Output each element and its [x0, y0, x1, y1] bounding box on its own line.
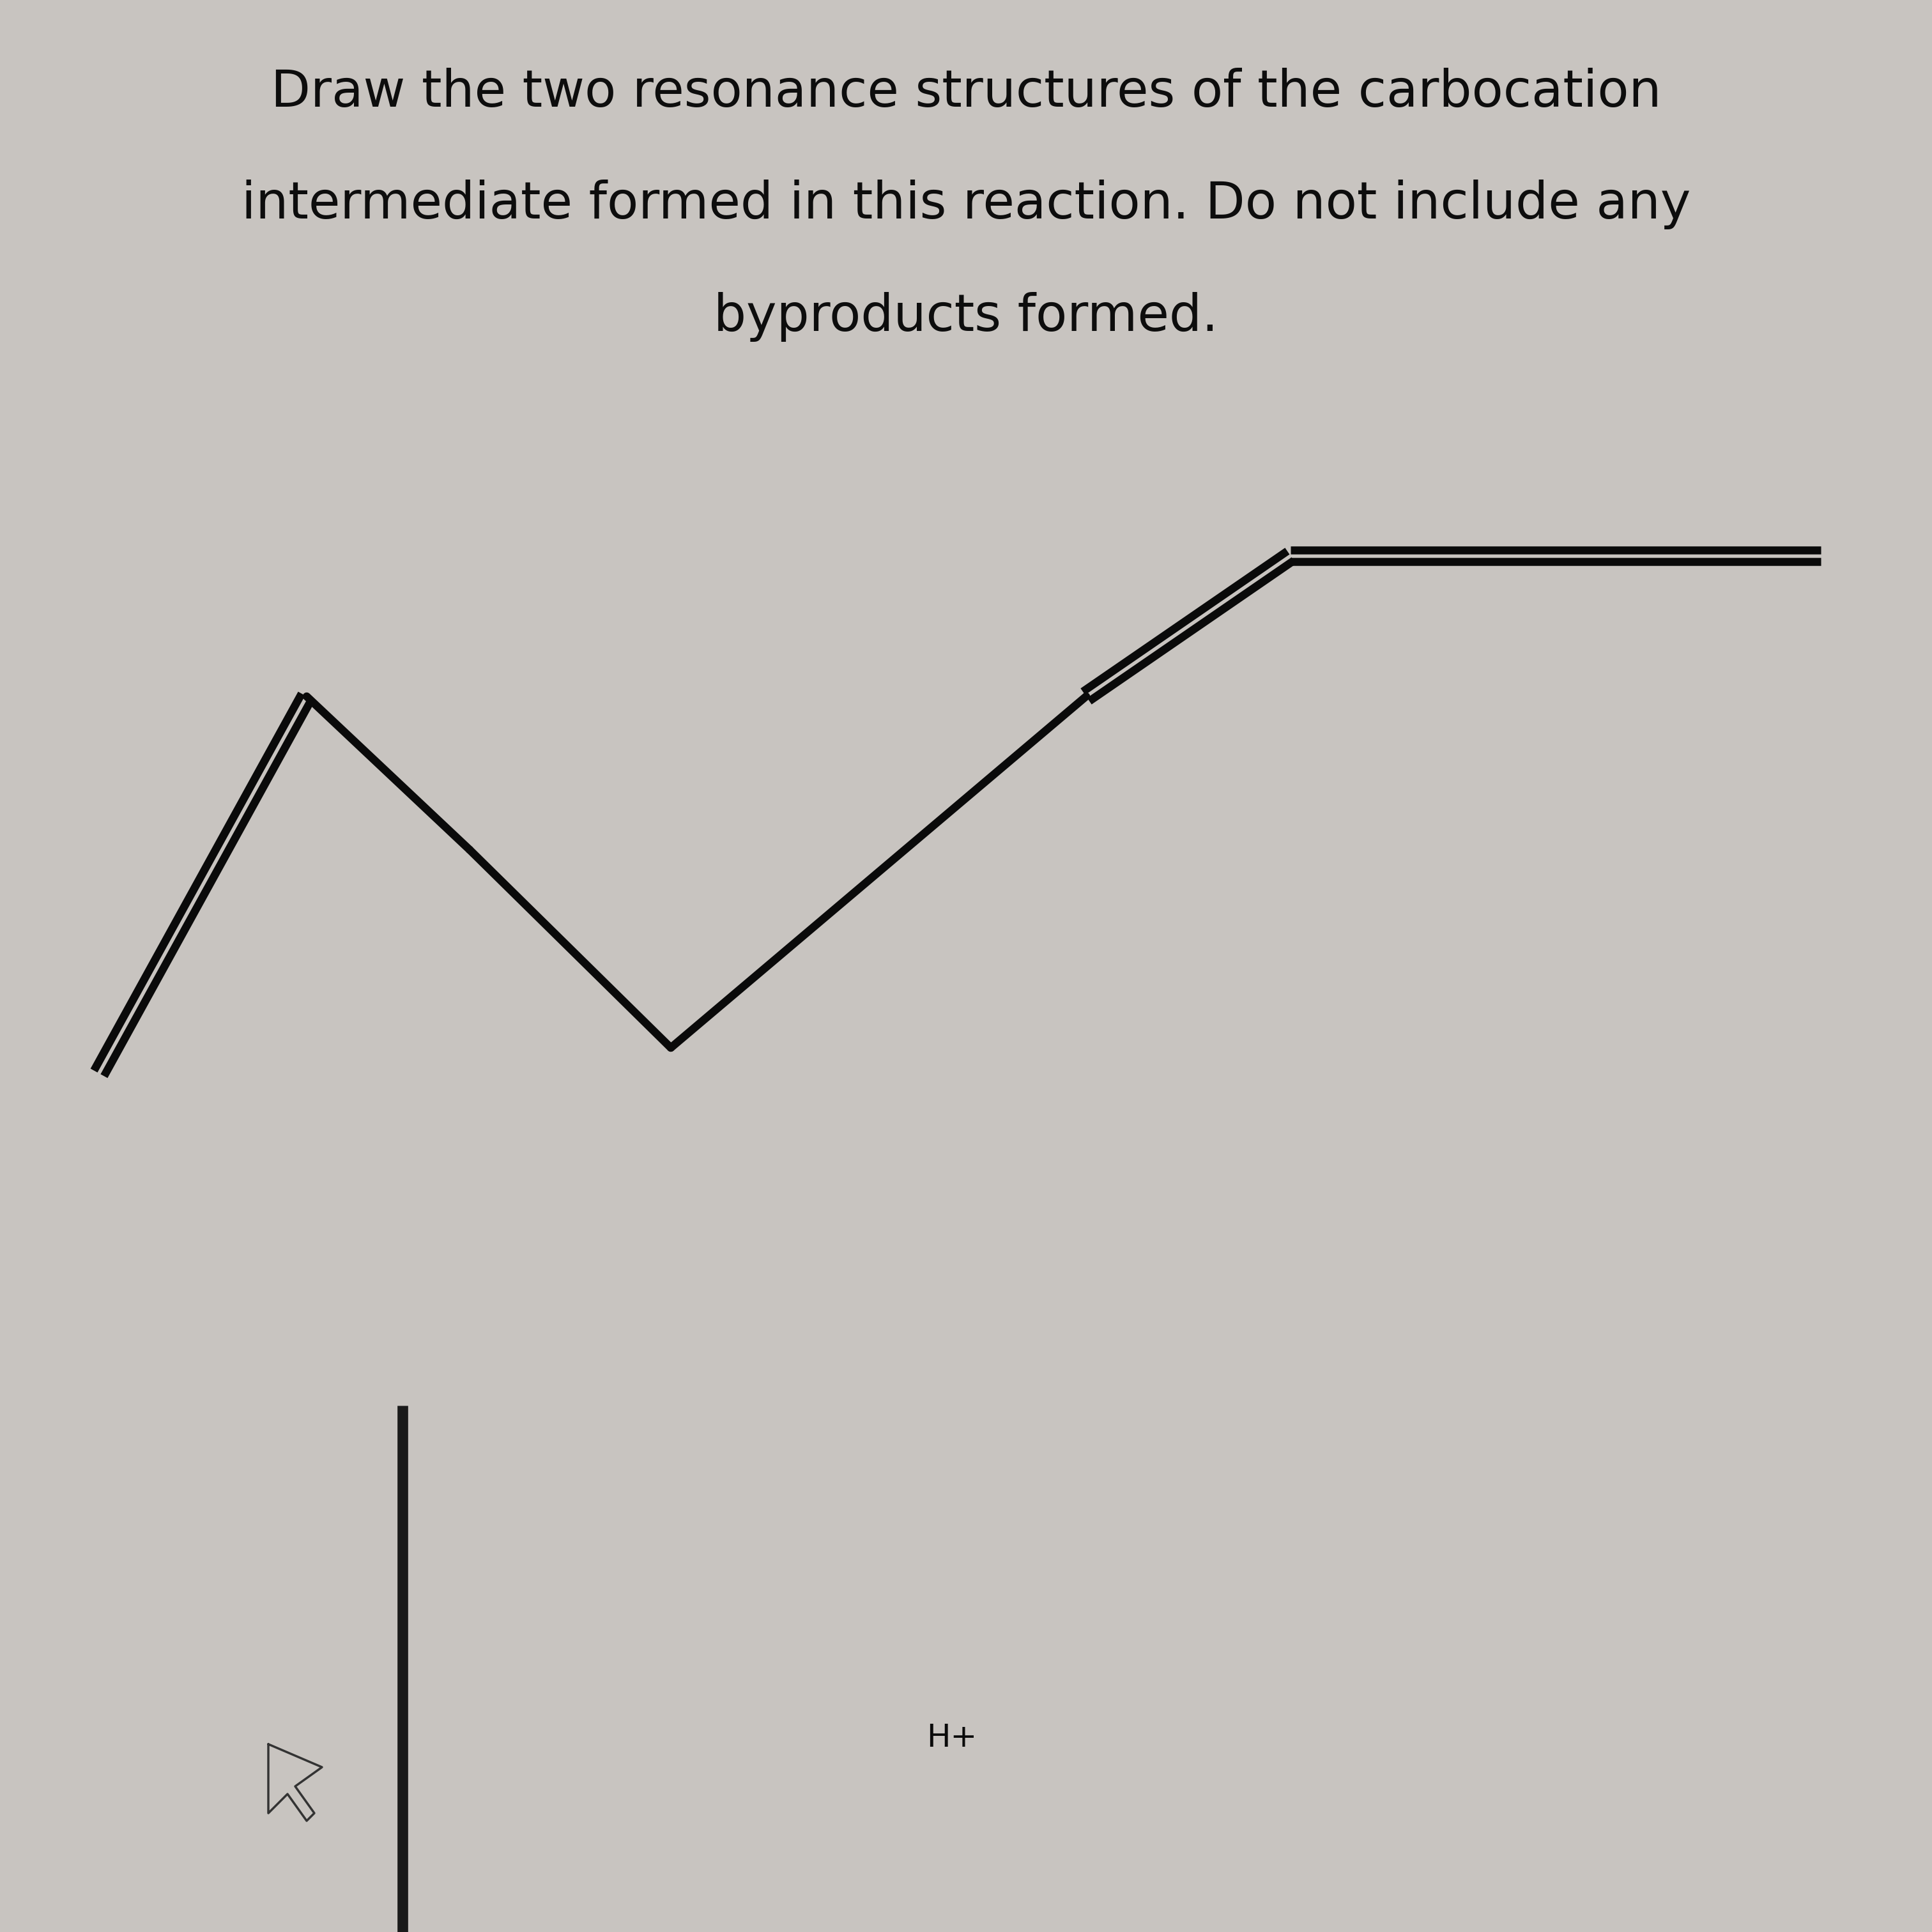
Text: Draw the two resonance structures of the carbocation: Draw the two resonance structures of the… [270, 68, 1662, 118]
Text: H+: H+ [927, 1723, 978, 1752]
Text: byproducts formed.: byproducts formed. [713, 292, 1219, 342]
Text: intermediate formed in this reaction. Do not include any: intermediate formed in this reaction. Do… [241, 180, 1690, 230]
